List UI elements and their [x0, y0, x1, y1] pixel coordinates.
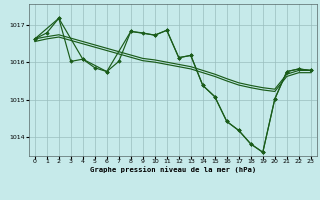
X-axis label: Graphe pression niveau de la mer (hPa): Graphe pression niveau de la mer (hPa) — [90, 167, 256, 173]
